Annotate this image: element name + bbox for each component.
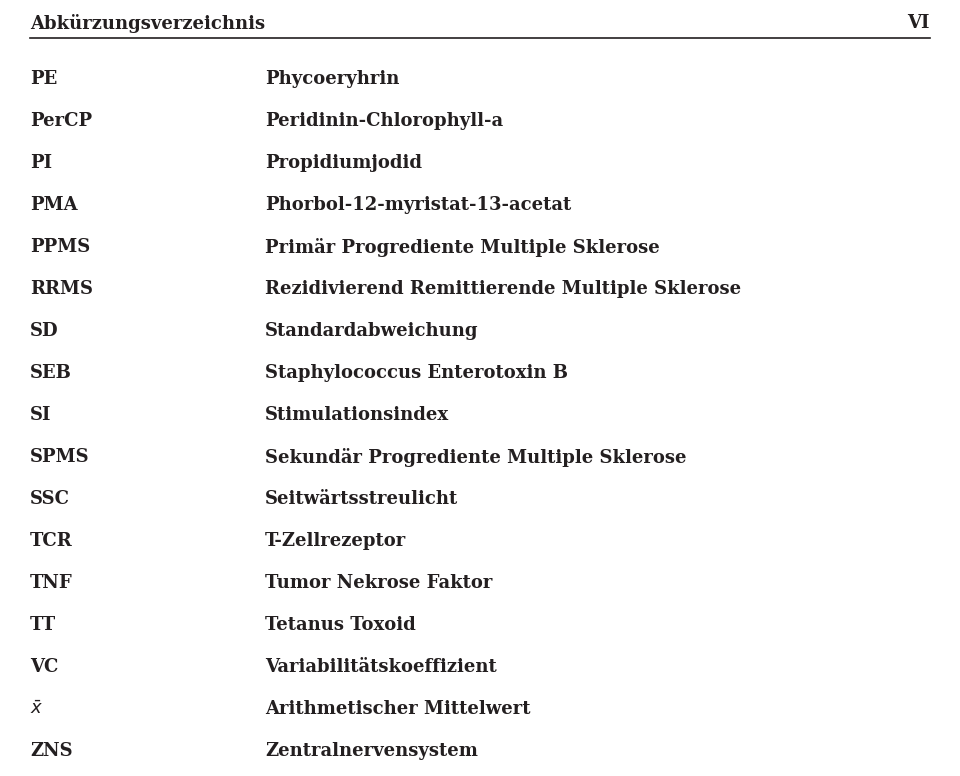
Text: Zentralnervensystem: Zentralnervensystem [265,742,478,760]
Text: Staphylococcus Enterotoxin B: Staphylococcus Enterotoxin B [265,364,568,382]
Text: TT: TT [30,616,56,634]
Text: PerCP: PerCP [30,112,92,130]
Text: Rezidivierend Remittierende Multiple Sklerose: Rezidivierend Remittierende Multiple Skl… [265,280,741,298]
Text: Phycoeryhrin: Phycoeryhrin [265,70,399,88]
Text: Propidiumjodid: Propidiumjodid [265,154,422,172]
Text: VI: VI [907,14,930,32]
Text: SPMS: SPMS [30,448,89,466]
Text: Stimulationsindex: Stimulationsindex [265,406,449,424]
Text: $\bar{x}$: $\bar{x}$ [30,700,43,718]
Text: PMA: PMA [30,196,78,214]
Text: Variabilitätskoeffizient: Variabilitätskoeffizient [265,658,496,676]
Text: TNF: TNF [30,574,73,592]
Text: VC: VC [30,658,59,676]
Text: SD: SD [30,322,59,340]
Text: Tumor Nekrose Faktor: Tumor Nekrose Faktor [265,574,492,592]
Text: PI: PI [30,154,52,172]
Text: SI: SI [30,406,52,424]
Text: PPMS: PPMS [30,238,90,256]
Text: Standardabweichung: Standardabweichung [265,322,478,340]
Text: Seitwärtsstreulicht: Seitwärtsstreulicht [265,490,458,508]
Text: TCR: TCR [30,532,73,550]
Text: Abkürzungsverzeichnis: Abkürzungsverzeichnis [30,14,265,33]
Text: RRMS: RRMS [30,280,93,298]
Text: PE: PE [30,70,58,88]
Text: Phorbol-12-myristat-13-acetat: Phorbol-12-myristat-13-acetat [265,196,571,214]
Text: Primär Progrediente Multiple Sklerose: Primär Progrediente Multiple Sklerose [265,238,660,257]
Text: Arithmetischer Mittelwert: Arithmetischer Mittelwert [265,700,531,718]
Text: T-Zellrezeptor: T-Zellrezeptor [265,532,406,550]
Text: SEB: SEB [30,364,72,382]
Text: SSC: SSC [30,490,70,508]
Text: ZNS: ZNS [30,742,73,760]
Text: Peridinin-Chlorophyll-a: Peridinin-Chlorophyll-a [265,112,503,130]
Text: Sekundär Progrediente Multiple Sklerose: Sekundär Progrediente Multiple Sklerose [265,448,686,467]
Text: Tetanus Toxoid: Tetanus Toxoid [265,616,416,634]
